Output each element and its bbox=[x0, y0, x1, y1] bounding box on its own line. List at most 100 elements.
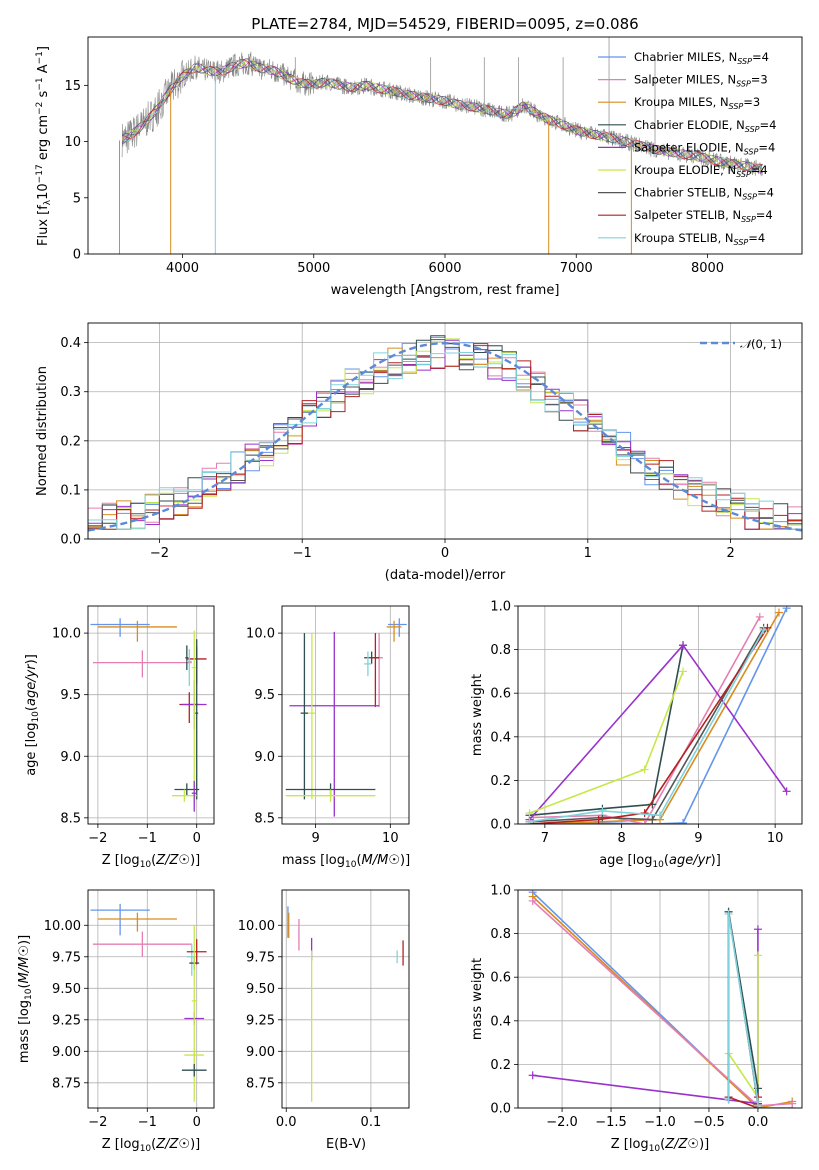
x-tick-label: 0.0 bbox=[748, 1115, 769, 1130]
plot-area bbox=[287, 906, 404, 1102]
errorbar-marker bbox=[92, 650, 192, 678]
age-vs-Z-panel: −2 −1 0 8.5 9.0 9.5 10.0 Z [log10(Z/Z☉)] age [lo… bbox=[24, 605, 215, 870]
mass-weight-point bbox=[598, 806, 607, 815]
y-tick-label: 0.2 bbox=[490, 774, 511, 789]
y-tick-label: 10.00 bbox=[238, 919, 275, 934]
y-tick-label: 9.0 bbox=[254, 750, 275, 765]
errorbar-marker bbox=[97, 912, 177, 932]
y-axis-label: age [log10(age/yr)] bbox=[24, 654, 41, 776]
mass-weight-point bbox=[656, 811, 664, 820]
mass-weight-line bbox=[529, 629, 765, 823]
legend-label: 𝒩(0, 1) bbox=[740, 337, 782, 351]
mass-weight-line bbox=[532, 929, 759, 1105]
mass-weight-point bbox=[753, 951, 762, 960]
plot-area bbox=[525, 606, 791, 824]
residual-histogram bbox=[88, 352, 802, 539]
x-tick-label: −1 bbox=[138, 831, 157, 846]
axes-frame bbox=[517, 605, 803, 825]
plot-area bbox=[119, 37, 763, 254]
legend-label: Chabrier MILES, NSSP=4 bbox=[634, 50, 769, 66]
errorbar-marker bbox=[186, 944, 197, 976]
y-tick-label: 9.00 bbox=[52, 1045, 81, 1060]
mass-weight-point bbox=[753, 1101, 762, 1108]
mass-weight-point bbox=[724, 909, 733, 918]
y-tick-label: 10 bbox=[64, 135, 81, 150]
legend-label: Salpeter MILES, NSSP=3 bbox=[634, 73, 768, 89]
x-tick-label: 0.0 bbox=[276, 1115, 297, 1130]
y-tick-label: 8.5 bbox=[60, 811, 81, 826]
errorbar-marker bbox=[364, 651, 372, 677]
y-tick-label: 0.8 bbox=[490, 643, 511, 658]
mass-weight-point bbox=[525, 809, 534, 818]
mass-weight-point bbox=[759, 625, 768, 634]
mass-weight-point bbox=[528, 896, 537, 905]
mass-weight-line bbox=[529, 627, 765, 823]
spectrum-panel: 4000 5000 6000 7000 8000 0 5 10 15 wavelength [An… bbox=[35, 36, 803, 298]
errorbar-marker bbox=[308, 633, 316, 800]
y-tick-label: 10.0 bbox=[246, 627, 275, 642]
residual-histogram bbox=[88, 343, 802, 539]
mass-weight-point bbox=[755, 612, 764, 621]
legend-label: Salpeter ELODIE, NSSP=4 bbox=[634, 140, 775, 156]
x-axis-label: E(B-V) bbox=[326, 1137, 366, 1152]
legend-label: Chabrier ELODIE, NSSP=4 bbox=[634, 118, 776, 134]
massweight-vs-Z-panel: −2.0 −1.5 −1.0 −0.5 0.0 0.0 0.2 0.4 0.6 0.8 1.0 Z [… bbox=[470, 884, 803, 1154]
x-tick-label: 7 bbox=[541, 831, 549, 846]
legend-label: Chabrier STELIB, NSSP=4 bbox=[634, 186, 774, 202]
mass-weight-line bbox=[532, 891, 793, 1108]
x-tick-label: 6000 bbox=[428, 261, 461, 276]
plot-area bbox=[528, 890, 797, 1108]
errorbar-marker bbox=[174, 783, 200, 796]
model-spectrum bbox=[121, 60, 763, 174]
axes-frame bbox=[281, 889, 410, 1109]
mass-weight-point bbox=[648, 815, 657, 824]
errorbar-marker bbox=[191, 630, 197, 804]
y-tick-label: 1.0 bbox=[490, 600, 511, 615]
y-tick-label: 9.00 bbox=[246, 1045, 275, 1060]
y-tick-label: 9.50 bbox=[246, 982, 275, 997]
model-spectrum bbox=[121, 59, 763, 171]
y-tick-label: 15 bbox=[64, 79, 81, 94]
x-tick-label: 0 bbox=[441, 546, 449, 561]
y-tick-label: 9.5 bbox=[254, 688, 275, 703]
x-tick-label: −2.0 bbox=[546, 1115, 578, 1130]
y-tick-label: 9.50 bbox=[52, 982, 81, 997]
axes-frame bbox=[517, 889, 803, 1109]
model-spectrum bbox=[121, 60, 763, 170]
x-tick-label: −1.5 bbox=[595, 1115, 627, 1130]
y-tick-label: 8.75 bbox=[246, 1076, 275, 1091]
x-tick-label: −2 bbox=[150, 546, 169, 561]
errorbar-marker bbox=[181, 1063, 207, 1077]
residuals-panel: −2 −1 0 1 2 0.0 0.1 0.2 0.3 0.4 𝒩(0, 1) (data-model… bbox=[35, 322, 803, 583]
plot-area bbox=[285, 618, 407, 817]
x-tick-label: 7000 bbox=[560, 261, 593, 276]
legend-label: Kroupa MILES, NSSP=3 bbox=[634, 95, 760, 111]
x-tick-label: −1.0 bbox=[644, 1115, 676, 1130]
errorbar-marker bbox=[172, 789, 197, 802]
x-tick-label: −2 bbox=[88, 831, 107, 846]
errorbar-marker bbox=[386, 620, 402, 642]
model-spectrum bbox=[121, 62, 763, 174]
errorbar-marker bbox=[300, 633, 309, 800]
spectrum-legend: Chabrier MILES, NSSP=4 Salpeter MILES, NS… bbox=[598, 50, 776, 247]
mass-weight-line bbox=[529, 645, 684, 817]
y-tick-label: 10.0 bbox=[52, 627, 81, 642]
errorbar-marker bbox=[195, 639, 199, 800]
y-tick-label: 0.6 bbox=[490, 971, 511, 986]
x-axis-label: (data-model)/error bbox=[385, 568, 506, 583]
y-tick-label: 0.8 bbox=[490, 927, 511, 942]
x-tick-label: 0.1 bbox=[361, 1115, 382, 1130]
legend-label: Salpeter STELIB, NSSP=4 bbox=[634, 208, 773, 224]
y-tick-label: 8.75 bbox=[52, 1076, 81, 1091]
y-tick-label: 5 bbox=[73, 191, 81, 206]
mass-weight-point bbox=[679, 818, 688, 824]
axes-frame bbox=[87, 889, 215, 1109]
y-tick-label: 0.2 bbox=[60, 434, 81, 449]
model-spectrum bbox=[121, 59, 763, 170]
x-tick-label: 0 bbox=[193, 1115, 201, 1130]
mass-weight-point bbox=[528, 1071, 537, 1080]
y-tick-label: 0.0 bbox=[60, 533, 81, 548]
legend-label: Kroupa STELIB, NSSP=4 bbox=[634, 231, 765, 247]
x-tick-label: 8 bbox=[617, 831, 625, 846]
